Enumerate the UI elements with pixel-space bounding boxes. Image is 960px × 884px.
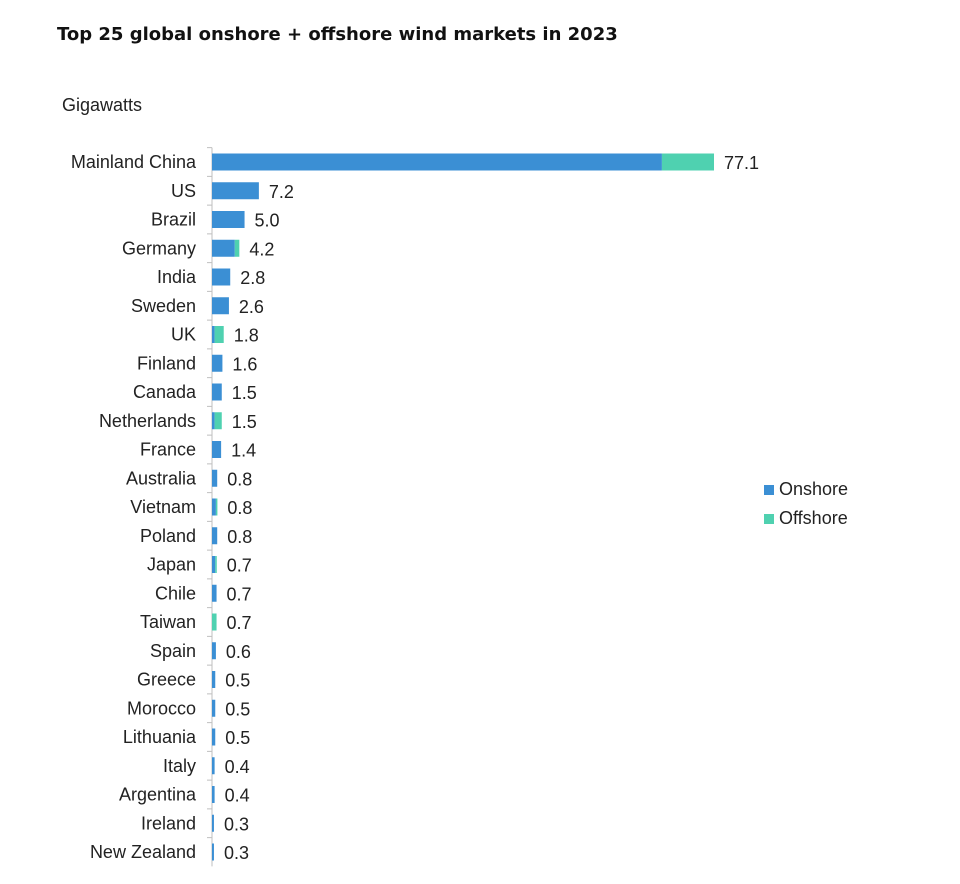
- data-label: 77.1: [724, 153, 759, 173]
- bar-onshore: [212, 728, 216, 746]
- category-label: Italy: [163, 756, 196, 776]
- data-label: 0.8: [227, 498, 252, 518]
- category-label: Poland: [140, 526, 196, 546]
- bar-onshore: [212, 642, 216, 660]
- category-label: Brazil: [151, 210, 196, 230]
- bar-offshore: [215, 556, 217, 573]
- data-label: 2.6: [239, 297, 264, 317]
- data-label: 0.5: [225, 699, 250, 719]
- category-label: Ireland: [141, 813, 196, 833]
- data-label: 0.7: [227, 556, 252, 576]
- category-label: Lithuania: [123, 727, 197, 747]
- data-label: 4.2: [249, 239, 274, 259]
- data-label: 0.6: [226, 642, 251, 662]
- legend-item-offshore: Offshore: [764, 504, 848, 533]
- data-label: 1.5: [232, 383, 257, 403]
- legend-label-onshore: Onshore: [779, 479, 849, 499]
- category-label: Vietnam: [130, 497, 196, 517]
- data-label: 0.3: [224, 814, 249, 834]
- bar-onshore: [212, 498, 216, 516]
- legend-swatch-onshore: [764, 484, 774, 495]
- legend: Onshore Offshore: [764, 475, 848, 533]
- bar-onshore: [212, 441, 222, 458]
- bar-offshore: [212, 613, 217, 631]
- bar-onshore: [212, 326, 215, 343]
- bar-onshore: [212, 412, 215, 430]
- data-label: 1.8: [234, 326, 259, 346]
- bar-offshore: [214, 412, 222, 430]
- category-label: New Zealand: [90, 842, 196, 862]
- data-label: 0.4: [225, 786, 250, 806]
- bar-onshore: [212, 671, 216, 688]
- bar-onshore: [212, 239, 235, 257]
- bar-offshore: [215, 498, 218, 516]
- data-label: 0.8: [227, 469, 252, 489]
- data-label: 0.5: [225, 728, 250, 748]
- bar-onshore: [212, 527, 218, 545]
- category-label: Sweden: [131, 296, 196, 316]
- bar-onshore: [212, 182, 259, 200]
- legend-swatch-offshore: [764, 513, 774, 524]
- bar-onshore: [212, 584, 217, 602]
- data-label: 0.4: [225, 757, 250, 777]
- data-label: 2.8: [240, 268, 265, 288]
- category-label: UK: [171, 325, 196, 345]
- bar-onshore: [212, 211, 245, 228]
- category-label: Australia: [126, 468, 197, 488]
- category-label: France: [140, 440, 196, 460]
- data-label: 0.3: [224, 843, 249, 863]
- legend-item-onshore: Onshore: [764, 475, 848, 504]
- bar-onshore: [212, 354, 223, 372]
- bar-onshore: [212, 757, 215, 775]
- category-label: Taiwan: [140, 612, 196, 632]
- category-label: Chile: [155, 583, 196, 603]
- bar-onshore: [212, 383, 222, 401]
- data-label: 5.0: [255, 211, 280, 231]
- bar-onshore: [212, 268, 231, 286]
- category-label: Spain: [150, 641, 196, 661]
- category-label: US: [171, 181, 196, 201]
- data-label: 0.7: [227, 584, 252, 604]
- data-label: 1.6: [232, 354, 257, 374]
- data-label: 0.5: [225, 671, 250, 691]
- bar-onshore: [212, 153, 662, 171]
- legend-label-offshore: Offshore: [779, 508, 848, 528]
- category-label: Japan: [147, 555, 196, 575]
- category-label: Mainland China: [71, 152, 197, 172]
- category-label: Argentina: [119, 785, 197, 805]
- chart-title: Top 25 global onshore + offshore wind ma…: [57, 24, 618, 45]
- data-label: 0.7: [227, 613, 252, 633]
- bar-onshore: [212, 297, 229, 315]
- bar-offshore: [214, 326, 224, 343]
- category-label: Finland: [137, 353, 196, 373]
- data-label: 0.8: [227, 527, 252, 547]
- data-label: 1.4: [231, 441, 256, 461]
- category-label: India: [157, 267, 197, 287]
- unit-label: Gigawatts: [62, 95, 143, 115]
- bar-offshore: [234, 239, 240, 257]
- data-label: 1.5: [232, 412, 257, 432]
- bar-onshore: [212, 469, 218, 487]
- bar-onshore: [212, 786, 215, 803]
- category-label: Germany: [122, 238, 196, 258]
- category-label: Canada: [133, 382, 197, 402]
- bar-offshore: [661, 153, 714, 171]
- bar-onshore: [212, 843, 214, 861]
- bar-onshore: [212, 556, 216, 573]
- category-label: Greece: [137, 670, 196, 690]
- bar-onshore: [212, 814, 214, 832]
- category-label: Morocco: [127, 698, 196, 718]
- data-label: 7.2: [269, 182, 294, 202]
- category-label: Netherlands: [99, 411, 196, 431]
- bar-onshore: [212, 699, 216, 717]
